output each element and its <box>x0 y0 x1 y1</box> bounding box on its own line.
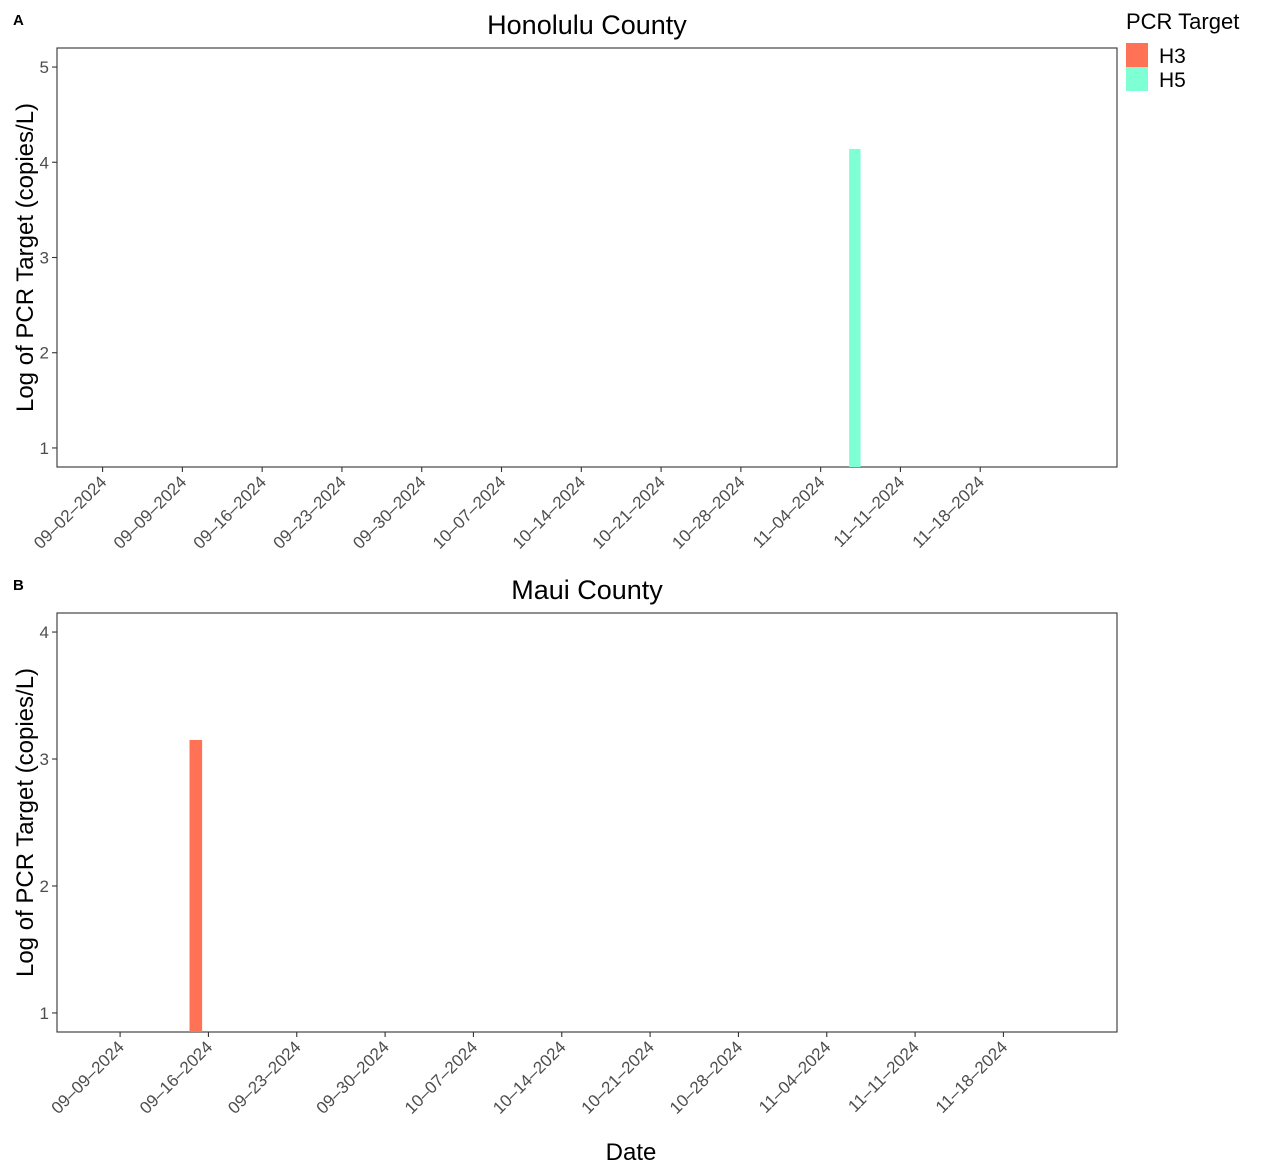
legend-label-h3: H3 <box>1159 45 1186 68</box>
x-tick-label: 10–14–2024 <box>489 1037 569 1117</box>
x-tick-label: 10–28–2024 <box>666 1037 746 1117</box>
x-tick-label: 09–16–2024 <box>136 1037 216 1117</box>
y-tick-label: 1 <box>40 1004 49 1023</box>
x-tick-label: 09–02–2024 <box>30 472 110 552</box>
x-tick-label: 09–30–2024 <box>313 1037 393 1117</box>
y-axis-label: Log of PCR Target (copies/L) <box>12 668 39 977</box>
x-tick-label: 10–07–2024 <box>401 1037 481 1117</box>
x-tick-label: 09–16–2024 <box>190 472 270 552</box>
y-tick-label: 3 <box>40 750 49 769</box>
plot-frame <box>56 612 1118 1033</box>
x-tick-label: 10–07–2024 <box>429 472 509 552</box>
panel-title: Maui County <box>511 575 663 605</box>
x-tick-label: 11–04–2024 <box>755 1037 834 1116</box>
y-tick-label: 4 <box>40 153 49 172</box>
panel-label: B <box>13 577 24 594</box>
x-tick-label: 09–09–2024 <box>48 1037 128 1117</box>
y-tick-label: 2 <box>40 344 49 363</box>
legend-label-h5: H5 <box>1159 69 1186 92</box>
legend-key-h5 <box>1126 67 1148 91</box>
x-tick-label: 10–21–2024 <box>589 472 669 552</box>
legend-key-h3 <box>1126 43 1148 67</box>
y-tick-label: 1 <box>40 439 49 458</box>
x-tick-label: 10–21–2024 <box>578 1037 658 1117</box>
x-tick-label: 09–23–2024 <box>224 1037 304 1117</box>
x-tick-label: 11–18–2024 <box>932 1037 1011 1116</box>
y-tick-label: 5 <box>40 58 49 77</box>
panel-maui: B Maui County 1 2 3 4 Log of PCR Target (copie… <box>12 575 1118 1118</box>
y-tick-label: 2 <box>40 877 49 896</box>
y-axis-label: Log of PCR Target (copies/L) <box>12 103 39 412</box>
y-tick-label: 3 <box>40 249 49 268</box>
x-tick-label: 11–11–2024 <box>830 472 909 551</box>
panel-label: A <box>13 12 24 29</box>
legend-title: PCR Target <box>1126 9 1239 34</box>
x-tick-label: 10–14–2024 <box>509 472 589 552</box>
x-tick-label: 11–11–2024 <box>844 1037 923 1116</box>
bar-h5 <box>849 148 861 467</box>
x-axis-title: Date <box>606 1139 657 1164</box>
x-tick-label: 11–18–2024 <box>909 472 988 551</box>
x-tick-label: 09–23–2024 <box>269 472 349 552</box>
panel-honolulu: A Honolulu County 1 2 3 4 5 Log of PCR Target (… <box>12 10 1118 553</box>
x-tick-label: 09–09–2024 <box>110 472 190 552</box>
x-tick-label: 09–30–2024 <box>349 472 429 552</box>
panel-title: Honolulu County <box>487 10 687 40</box>
x-tick-label: 10–28–2024 <box>668 472 748 552</box>
bar-h3 <box>189 739 203 1032</box>
y-tick-label: 4 <box>40 623 49 642</box>
legend: PCR Target H3 H5 <box>1126 9 1239 92</box>
plot-frame <box>56 47 1118 468</box>
x-tick-label: 11–04–2024 <box>749 472 828 551</box>
